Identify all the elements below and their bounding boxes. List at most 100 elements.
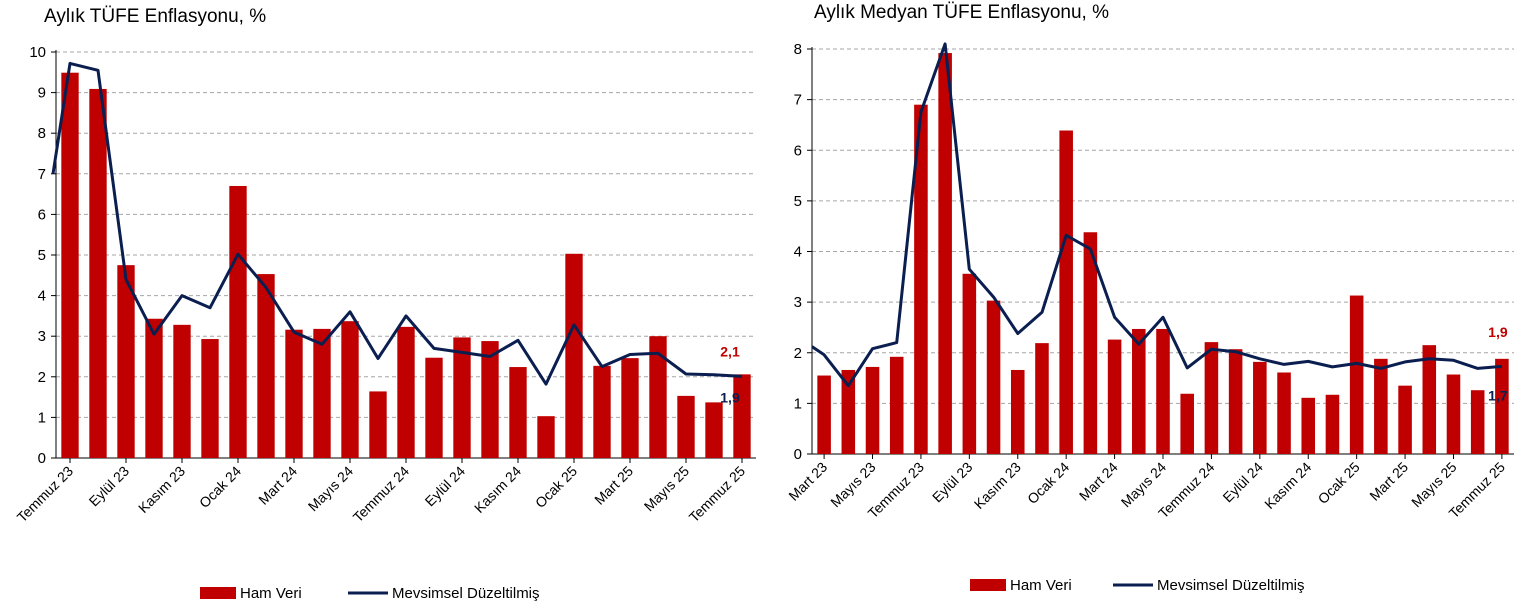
legend-bar-label: Ham Veri [1010, 577, 1072, 594]
bar [1301, 397, 1316, 454]
bar [962, 273, 977, 454]
y-tick-label: 1 [794, 395, 802, 412]
bar [453, 337, 471, 458]
y-tick-label: 3 [794, 294, 802, 311]
bar [733, 374, 751, 458]
y-tick-label: 8 [794, 41, 802, 58]
x-tick-label: Mayıs 24 [305, 463, 357, 515]
bar [1253, 361, 1267, 454]
legend-line-label: Mevsimsel Düzeltilmiş [1157, 577, 1305, 594]
bar [1349, 295, 1364, 454]
y-tick-label: 0 [38, 450, 46, 467]
bar [1035, 343, 1049, 454]
x-tick-label: Mart 24 [255, 463, 300, 508]
x-tick-label: Temmuz 25 [686, 463, 749, 526]
bar [593, 365, 611, 458]
bar [1204, 342, 1219, 454]
bar [817, 375, 831, 454]
bar [865, 366, 880, 454]
bar-last-label: 1,9 [1488, 324, 1508, 340]
line-last-label: 1,7 [1488, 387, 1508, 403]
chart-right: Aylık Medyan TÜFE Enflasyonu, % 0 1 2 3 4 5 6 7 8… [770, 0, 1528, 614]
bar [425, 357, 443, 458]
bar [229, 185, 247, 459]
bar [938, 53, 952, 455]
x-tick-label: Mart 25 [591, 463, 636, 508]
chart-left: Aylık TÜFE Enflasyonu, % 0 1 2 3 4 5 6 7 8 9 10 Temm… [14, 6, 756, 602]
y-tick-label: 1 [38, 409, 46, 426]
bar [649, 336, 667, 458]
bar [369, 391, 387, 458]
chart-right-svg: Aylık Medyan TÜFE Enflasyonu, % 0 1 2 3 4 5 6 7 8… [785, 2, 1514, 594]
series-line [51, 61, 743, 386]
x-tick-label: Kasım 24 [471, 463, 524, 516]
bar [1277, 372, 1291, 454]
y-tick-label: 2 [38, 369, 46, 386]
bar [313, 328, 331, 458]
bar [145, 318, 163, 458]
x-tick-label: Ocak 24 [1024, 459, 1072, 507]
bar [1398, 385, 1412, 454]
bar [341, 321, 359, 458]
x-tick-label: Ocak 24 [196, 463, 244, 511]
x-tick-label: Kasım 24 [1261, 459, 1314, 512]
y-tick-label: 9 [38, 85, 46, 102]
x-tick-label: Mart 24 [1076, 459, 1121, 504]
bar [986, 300, 1001, 454]
bar [705, 402, 723, 458]
bar [1228, 349, 1243, 454]
bar-last-label: 2,1 [720, 343, 740, 359]
x-tick-label: Temmuz 24 [350, 463, 413, 526]
y-tick-label: 3 [38, 328, 46, 345]
legend-bar-swatch [200, 587, 236, 599]
y-tick-label: 4 [38, 288, 46, 305]
x-tick-label: Ocak 25 [1315, 459, 1363, 507]
x-tick-label: Ocak 25 [532, 463, 580, 511]
x-tick-label: Mart 25 [1366, 459, 1411, 504]
bar [1107, 339, 1122, 454]
y-tick-label: 2 [794, 345, 802, 362]
line-last-label: 1,9 [720, 389, 740, 405]
bar [257, 274, 275, 458]
y-tick-label: 7 [794, 92, 802, 109]
bar [537, 416, 555, 458]
bar [914, 104, 928, 454]
bar [509, 367, 527, 458]
bar [397, 326, 415, 458]
x-tick-label: Kasım 23 [135, 463, 188, 516]
chart-title: Aylık Medyan TÜFE Enflasyonu, % [814, 2, 1109, 23]
bar [285, 329, 303, 458]
bar [621, 358, 639, 458]
bar [1422, 345, 1437, 454]
bar [1180, 393, 1194, 454]
x-tick-label: Kasım 23 [971, 459, 1024, 512]
chart-title: Aylık TÜFE Enflasyonu, % [44, 6, 266, 27]
y-tick-label: 6 [794, 142, 802, 159]
y-tick-label: 7 [38, 166, 46, 183]
bar [201, 339, 219, 458]
x-tick-label: Eylül 24 [422, 463, 469, 510]
legend-bar-swatch [970, 579, 1006, 591]
bar [481, 341, 499, 458]
bar [1156, 328, 1170, 454]
series-line [811, 42, 1503, 388]
bar [1470, 390, 1485, 454]
bar [1083, 232, 1098, 454]
chart-left-svg: Aylık TÜFE Enflasyonu, % 0 1 2 3 4 5 6 7 8 9 10 Temm… [14, 6, 756, 602]
bar [841, 369, 856, 454]
y-tick-label: 5 [794, 193, 802, 210]
legend-line-label: Mevsimsel Düzeltilmiş [392, 585, 540, 602]
x-tick-label: Eylül 23 [929, 459, 976, 506]
bar [1325, 394, 1340, 454]
x-tick-label: Mart 23 [785, 459, 830, 504]
bar [1132, 328, 1146, 454]
x-tick-label: Eylül 23 [86, 463, 133, 510]
bar [1495, 358, 1509, 454]
bar [889, 356, 904, 454]
bar [1374, 358, 1388, 454]
bar [117, 265, 135, 458]
y-tick-label: 6 [38, 206, 46, 223]
y-tick-label: 10 [29, 44, 46, 61]
bar [61, 72, 79, 459]
legend-bar-label: Ham Veri [240, 585, 302, 602]
